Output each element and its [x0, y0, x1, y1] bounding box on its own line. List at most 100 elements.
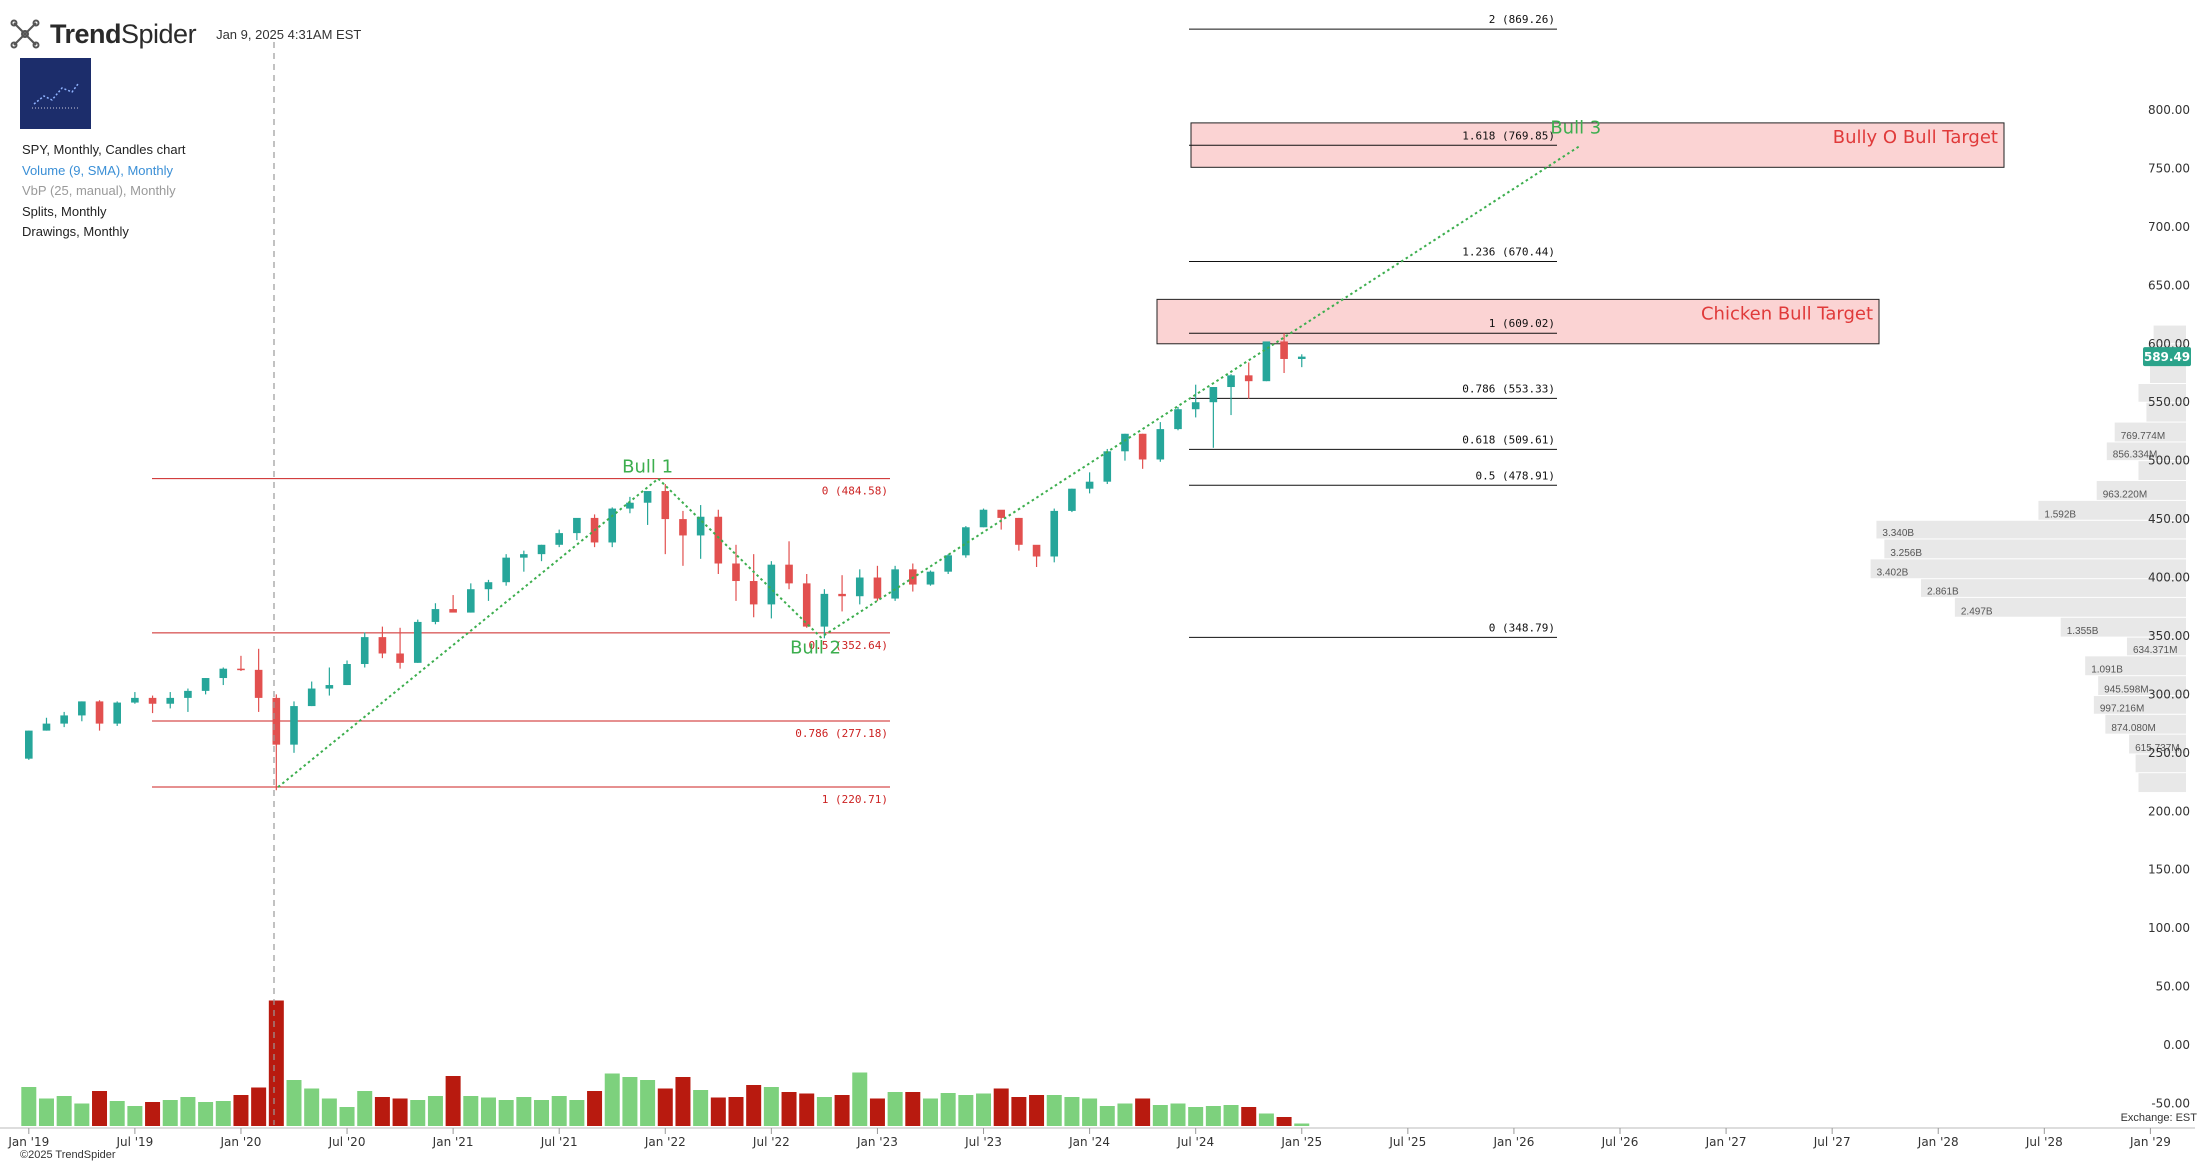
volume-bar — [1029, 1095, 1045, 1126]
volume-bar — [92, 1091, 108, 1126]
candle[interactable] — [749, 581, 758, 605]
candle[interactable] — [1209, 387, 1218, 403]
volume-bar — [162, 1100, 178, 1126]
candle[interactable] — [997, 509, 1005, 518]
candle[interactable] — [926, 571, 935, 585]
candle[interactable] — [1032, 544, 1041, 557]
candle[interactable] — [237, 668, 245, 671]
candle[interactable] — [131, 697, 139, 703]
candle[interactable] — [343, 664, 351, 686]
candle[interactable] — [962, 527, 970, 556]
candle[interactable] — [1280, 341, 1288, 359]
volume-bar — [1152, 1105, 1168, 1126]
candle[interactable] — [1262, 341, 1271, 382]
volume-bar — [976, 1093, 992, 1126]
candle[interactable] — [396, 653, 404, 663]
candle[interactable] — [714, 516, 723, 564]
candle[interactable] — [696, 516, 705, 536]
candle[interactable] — [979, 509, 988, 528]
x-tick-label: Jul '20 — [328, 1135, 366, 1149]
candle[interactable] — [1015, 517, 1023, 545]
y-tick-label: -50.00 — [2151, 1096, 2190, 1110]
candle[interactable] — [148, 697, 157, 704]
candle[interactable] — [1138, 433, 1147, 460]
candle[interactable] — [1103, 451, 1112, 482]
candle[interactable] — [325, 685, 334, 689]
volume-bar — [516, 1097, 532, 1126]
candle[interactable] — [838, 593, 846, 597]
candle[interactable] — [732, 563, 740, 582]
candle[interactable] — [520, 554, 528, 558]
candle[interactable] — [855, 577, 864, 597]
candle[interactable] — [95, 701, 104, 724]
fib-label-right: 1.236 (670.44) — [1462, 245, 1555, 258]
volume-bar — [940, 1093, 956, 1126]
candle[interactable] — [1050, 510, 1059, 557]
y-tick-label: 650.00 — [2148, 278, 2190, 292]
legend-splits[interactable]: Splits, Monthly — [22, 203, 107, 219]
vbp-bar — [2150, 364, 2186, 384]
candle[interactable] — [78, 701, 86, 716]
y-tick-label: 200.00 — [2148, 804, 2190, 818]
candle[interactable] — [1297, 356, 1306, 359]
candle[interactable] — [785, 564, 793, 584]
vbp-bar — [2114, 422, 2186, 442]
candle[interactable] — [467, 589, 475, 613]
legend-drawings[interactable]: Drawings, Monthly — [22, 224, 129, 239]
vbp-label: 945.598M — [2104, 685, 2148, 696]
candle[interactable] — [573, 517, 581, 534]
candle[interactable] — [502, 557, 510, 583]
candle[interactable] — [643, 491, 652, 503]
candle[interactable] — [1244, 375, 1253, 382]
vbp-bar — [1870, 559, 2186, 579]
candle[interactable] — [661, 491, 670, 520]
candle[interactable] — [254, 669, 263, 698]
candle[interactable] — [873, 577, 882, 599]
candle[interactable] — [820, 593, 829, 627]
candle[interactable] — [272, 697, 281, 745]
candle[interactable] — [290, 706, 298, 745]
candle[interactable] — [608, 508, 617, 543]
x-tick-label: Jul '23 — [964, 1135, 1002, 1149]
legend-volume[interactable]: Volume (9, SMA), Monthly — [22, 162, 173, 178]
candle[interactable] — [42, 723, 51, 731]
candle[interactable] — [484, 582, 493, 590]
candle[interactable] — [1156, 429, 1165, 460]
candle[interactable] — [307, 688, 316, 707]
candle[interactable] — [1227, 375, 1235, 388]
legend-vbp[interactable]: VbP (25, manual), Monthly — [22, 183, 176, 198]
candle[interactable] — [802, 583, 811, 627]
candle[interactable] — [201, 678, 210, 691]
candle[interactable] — [1068, 488, 1076, 511]
candle[interactable] — [378, 637, 387, 654]
fib-label-right: 1.618 (769.85) — [1462, 129, 1555, 142]
candle[interactable] — [767, 564, 776, 605]
candle[interactable] — [679, 519, 687, 536]
candle[interactable] — [166, 697, 175, 704]
candle[interactable] — [944, 555, 952, 572]
candle[interactable] — [1085, 481, 1094, 489]
legend-title[interactable]: SPY, Monthly, Candles chart — [22, 142, 186, 157]
candle[interactable] — [537, 544, 546, 555]
candle[interactable] — [413, 621, 422, 663]
candle[interactable] — [360, 637, 369, 665]
candle[interactable] — [555, 533, 563, 545]
candle[interactable] — [891, 569, 899, 599]
candle[interactable] — [60, 715, 68, 724]
candle[interactable] — [449, 609, 457, 613]
volume-bar — [1188, 1107, 1204, 1126]
timestamp: Jan 9, 2025 4:31AM EST — [216, 26, 362, 42]
volume-bar — [640, 1080, 656, 1126]
candle[interactable] — [219, 668, 228, 679]
candle[interactable] — [1191, 402, 1200, 410]
candle[interactable] — [25, 730, 33, 759]
candle[interactable] — [626, 502, 634, 509]
candle[interactable] — [431, 609, 440, 622]
candle[interactable] — [1121, 433, 1129, 452]
candle[interactable] — [1174, 409, 1182, 430]
candle[interactable] — [113, 702, 121, 724]
elliott-wave-path[interactable] — [277, 144, 1582, 788]
target-zone[interactable] — [1156, 298, 1880, 345]
candle[interactable] — [184, 690, 192, 698]
